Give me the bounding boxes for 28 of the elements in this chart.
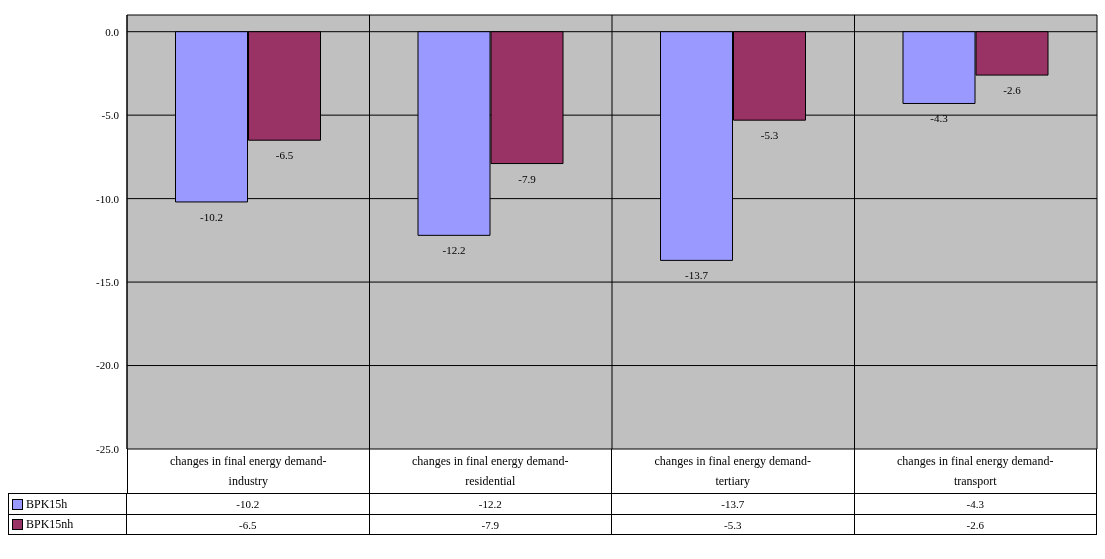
data-label: -13.7: [685, 269, 709, 282]
text: -5.3: [612, 514, 855, 535]
data-label: -10.2: [200, 210, 223, 223]
data-label: -5.3: [760, 129, 779, 142]
data-label: -2.6: [1003, 84, 1022, 97]
y-tick-label: -5.0: [101, 109, 120, 122]
legend-label: BPK15nh: [8, 514, 127, 535]
legend-label: BPK15h: [8, 493, 127, 514]
text: -10.2: [127, 493, 370, 514]
data-label: -12.2: [442, 244, 466, 257]
x-tick-label: changes in final energy demand-tertiary: [612, 449, 855, 493]
text: -13.7: [612, 493, 855, 514]
text: -12.2: [369, 493, 612, 514]
data-label: -7.9: [518, 172, 537, 185]
x-tick-label: changes in final energy demand-residential: [369, 449, 612, 493]
data-label: -6.5: [275, 149, 294, 162]
text: -6.5: [127, 514, 370, 535]
text: -4.3: [854, 493, 1097, 514]
y-tick-label: -25.0: [96, 442, 120, 455]
y-tick-label: -15.0: [96, 275, 120, 288]
text: -2.6: [854, 514, 1097, 535]
y-tick-label: -10.0: [96, 192, 120, 205]
y-tick-label: -20.0: [96, 359, 120, 372]
x-tick-label: changes in final energy demand-transport: [854, 449, 1097, 493]
data-label: -4.3: [930, 112, 949, 125]
y-tick-label: 0.0: [105, 25, 120, 38]
text: -7.9: [369, 514, 612, 535]
x-tick-label: changes in final energy demand-industry: [127, 449, 370, 493]
